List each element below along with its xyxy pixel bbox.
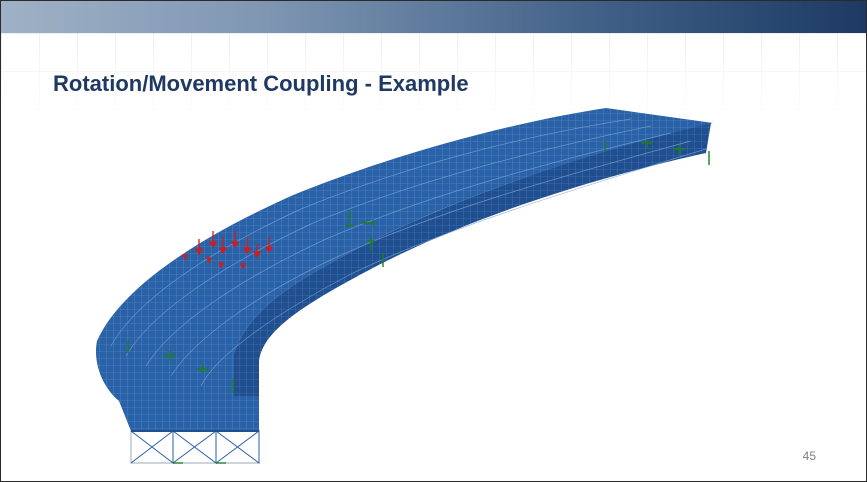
end-truss-supports xyxy=(130,429,260,465)
support-markers xyxy=(127,139,710,393)
background-grid xyxy=(1,33,866,121)
slide-title: Rotation/Movement Coupling - Example xyxy=(53,71,469,96)
load-arrows xyxy=(181,231,274,270)
header-bar xyxy=(1,1,866,33)
page-number: 45 xyxy=(802,449,816,463)
